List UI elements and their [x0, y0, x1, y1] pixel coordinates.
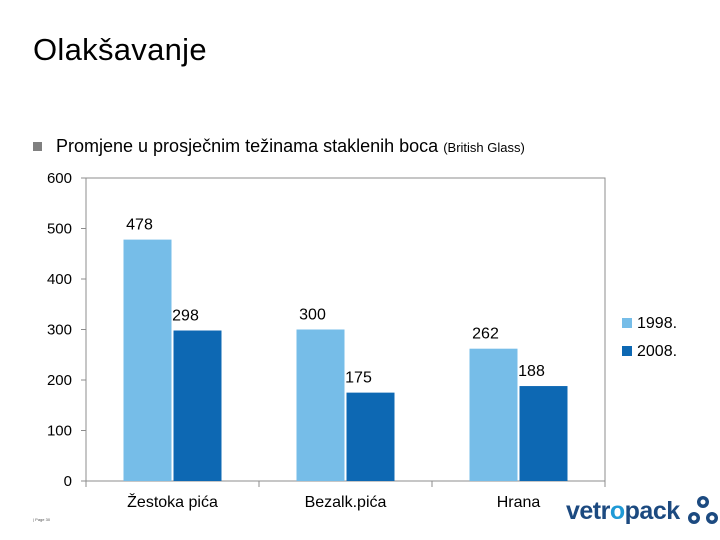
- x-tick-label: Bezalk.pića: [305, 494, 387, 511]
- legend-swatch: [622, 318, 632, 328]
- data-label: 188: [518, 363, 545, 380]
- bar: [346, 392, 395, 481]
- y-tick-label: 400: [47, 271, 72, 288]
- slide-title: Olakšavanje: [33, 32, 207, 67]
- legend-label: 2008.: [637, 343, 677, 360]
- bullet-source: (British Glass): [443, 140, 525, 155]
- bar: [123, 239, 172, 481]
- bullet-text: Promjene u prosječnim težinama staklenih…: [56, 136, 439, 156]
- data-label: 478: [126, 217, 153, 234]
- bullet-point: Promjene u prosječnim težinama staklenih…: [33, 136, 525, 157]
- bullet-square-icon: [33, 142, 42, 151]
- data-label: 262: [472, 326, 499, 343]
- x-tick-label: Žestoka pića: [127, 492, 218, 511]
- bar: [519, 386, 568, 481]
- data-label: 300: [299, 307, 326, 324]
- y-tick-label: 200: [47, 372, 72, 389]
- y-tick-label: 100: [47, 423, 72, 440]
- y-tick-label: 600: [47, 170, 72, 187]
- legend-swatch: [622, 346, 632, 356]
- vetropack-logo: vetropack: [566, 494, 720, 528]
- logo-mark-icon: [687, 496, 718, 524]
- y-tick-label: 0: [64, 473, 72, 490]
- bar: [469, 348, 518, 481]
- y-tick-label: 300: [47, 322, 72, 339]
- logo-wordmark: vetropack: [566, 496, 680, 525]
- data-label: 298: [172, 308, 199, 325]
- bar: [173, 330, 222, 481]
- y-tick-label: 500: [47, 221, 72, 238]
- legend-label: 1998.: [637, 315, 677, 332]
- bar: [296, 329, 345, 481]
- footer-page-note: | Page 30: [33, 517, 51, 522]
- data-label: 175: [345, 370, 372, 387]
- x-tick-label: Hrana: [497, 494, 541, 511]
